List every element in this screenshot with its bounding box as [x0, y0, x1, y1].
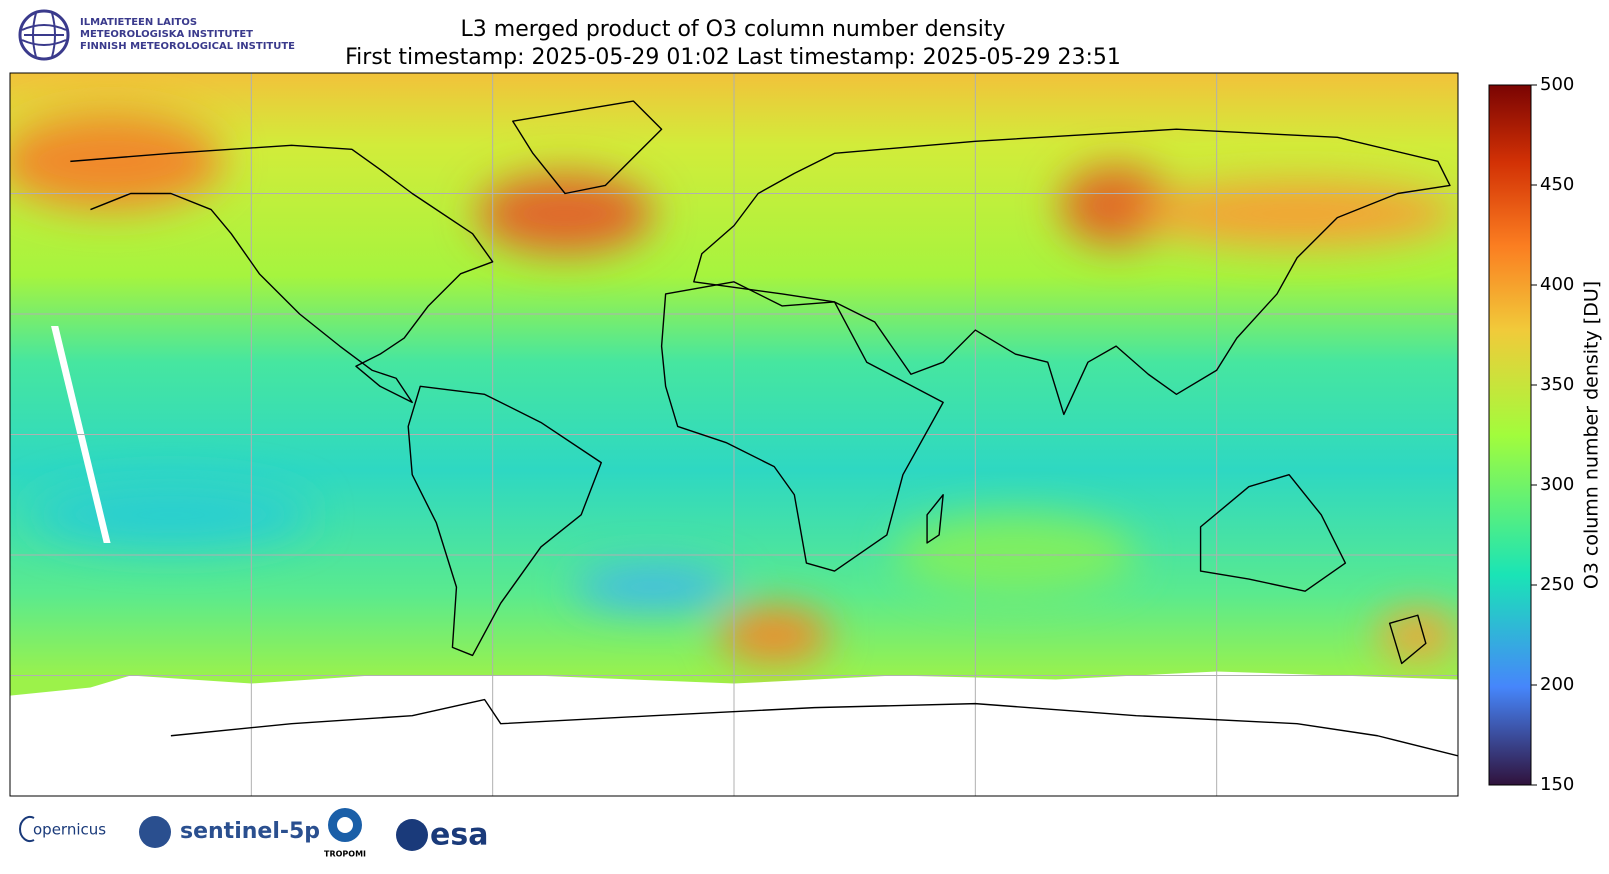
logo-line: FINNISH METEOROLOGICAL INSTITUTE: [80, 41, 295, 52]
title: L3 merged product of O3 column number de…: [461, 17, 1006, 42]
logo-line: METEOROLOGISKA INSTITUTET: [80, 29, 253, 40]
coastlines: [70, 101, 1458, 756]
tick-label: 350: [1540, 374, 1574, 395]
logo-text: esa: [430, 818, 488, 853]
subtitle: First timestamp: 2025-05-29 01:02 Last t…: [345, 45, 1121, 70]
ozone-field: [10, 113, 1458, 664]
tick-label: 500: [1540, 74, 1574, 95]
colorbar: 150 200 250 300 350 400 450 500: [1488, 74, 1574, 795]
logo-text: opernicus: [33, 821, 106, 839]
tick-label: 150: [1540, 774, 1574, 795]
logo-text: sentinel-5p: [180, 819, 320, 844]
fmi-logo: ILMATIETEEN LAITOS METEOROLOGISKA INSTIT…: [18, 9, 295, 61]
tick-label: 400: [1540, 274, 1574, 295]
tick-label: 200: [1540, 674, 1574, 695]
tick-label: 450: [1540, 174, 1574, 195]
map: [10, 73, 1458, 796]
colorbar-label: O3 column number density [DU]: [1581, 281, 1603, 589]
tick-label: 250: [1540, 574, 1574, 595]
logo-line: ILMATIETEEN LAITOS: [80, 17, 197, 28]
footer-logos: opernicus sentinel-5p TROPOMI esa: [19, 808, 488, 859]
grid: [10, 73, 1458, 796]
logo-text: TROPOMI: [324, 850, 366, 859]
tick-label: 300: [1540, 474, 1574, 495]
